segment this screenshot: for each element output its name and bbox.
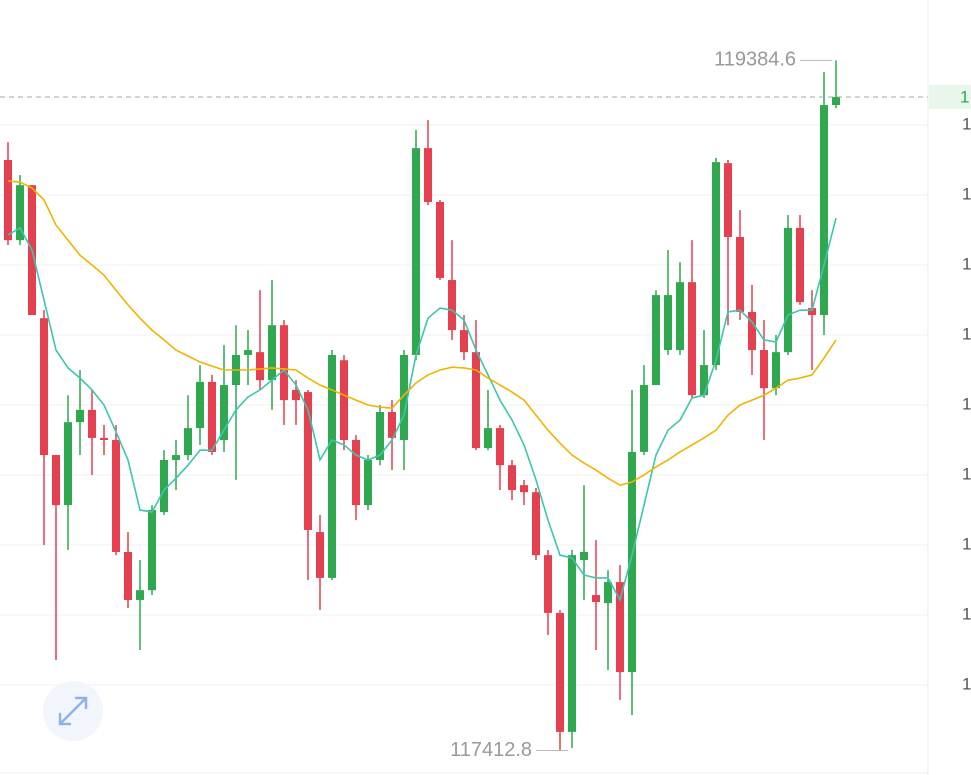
candle-body (784, 227, 792, 353)
candle-body (40, 318, 48, 456)
candle-body (580, 552, 588, 561)
y-tick-label: 1 (962, 604, 971, 623)
candle-body (820, 105, 828, 316)
candle-body (628, 451, 636, 673)
candle-body (712, 162, 720, 366)
candle-body (256, 352, 264, 381)
candle-body (148, 510, 156, 591)
candle-body (772, 352, 780, 389)
candle-body (244, 350, 252, 355)
candle-body (52, 455, 60, 506)
candle-body (736, 237, 744, 312)
candle-body (700, 365, 708, 396)
candle-body (496, 428, 504, 466)
candle-body (328, 354, 336, 578)
candle-body (556, 612, 564, 732)
candle-body (532, 492, 540, 556)
candle-body (208, 381, 216, 452)
candle-body (664, 295, 672, 351)
ma-line (7, 217, 837, 603)
candle-body (292, 389, 300, 401)
annotation-label: 117412.8 (450, 739, 532, 761)
candle-body (616, 582, 624, 673)
y-tick-label: 1 (962, 254, 971, 273)
candle-body (424, 148, 432, 202)
price-tag (929, 85, 971, 109)
candle-body (112, 440, 120, 552)
y-tick-label: 1 (962, 464, 971, 483)
candle-body (400, 354, 408, 440)
candle-body (760, 350, 768, 389)
ma-line (7, 180, 837, 487)
candle-body (220, 385, 228, 440)
candle-body (676, 282, 684, 351)
candle-body (688, 282, 696, 396)
candle-body (124, 552, 132, 600)
candle-body (316, 532, 324, 578)
candle-body (268, 325, 276, 381)
y-tick-label: 1 (962, 184, 971, 203)
annotation-label: 119384.6 (714, 49, 796, 71)
candle-body (304, 392, 312, 530)
candle-body (4, 160, 12, 241)
candle-body (460, 330, 468, 353)
candle-body (520, 485, 528, 493)
candle-body (388, 412, 396, 438)
candle-body (76, 409, 84, 423)
y-tick-label: 1 (962, 674, 971, 693)
candle-body (160, 459, 168, 513)
candle-body (472, 352, 480, 449)
candle-body (16, 185, 24, 241)
candle-body (88, 409, 96, 438)
expand-button[interactable] (43, 681, 103, 741)
candle-body (436, 202, 444, 278)
candle-body (172, 455, 180, 460)
candle-body (592, 595, 600, 603)
candle-body (832, 97, 840, 106)
y-tick-label: 1 (962, 394, 971, 413)
candle-body (508, 465, 516, 491)
candle-body (748, 311, 756, 351)
candle-body (364, 459, 372, 506)
candle-body (340, 360, 348, 440)
candle-body (64, 422, 72, 506)
candle-body (568, 555, 576, 732)
candle-body (412, 148, 420, 355)
candle-body (604, 582, 612, 604)
candle-body (184, 428, 192, 456)
y-tick-label: 1 (962, 534, 971, 553)
candle-body (136, 590, 144, 600)
candle-body (280, 325, 288, 401)
candle-body (484, 428, 492, 449)
candle-body (640, 385, 648, 452)
price-tag-label: 1 (960, 87, 969, 106)
y-tick-label: 1 (962, 324, 971, 343)
candle-body (448, 280, 456, 331)
candle-body (652, 295, 660, 386)
candle-body (796, 227, 804, 303)
candle-body (352, 440, 360, 506)
expand-icon[interactable] (58, 696, 88, 726)
y-tick-label: 1 (962, 114, 971, 133)
candle-body (808, 308, 816, 316)
candle-body (100, 437, 108, 440)
candle-body (724, 163, 732, 237)
candle-body (376, 412, 384, 460)
candle-body (196, 381, 204, 429)
candle-body (544, 555, 552, 613)
